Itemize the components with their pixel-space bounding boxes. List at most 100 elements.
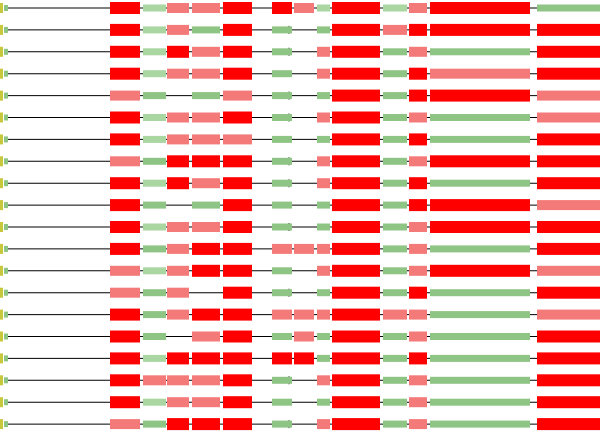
block bbox=[223, 111, 252, 124]
row-marker bbox=[0, 222, 3, 232]
block bbox=[272, 376, 292, 384]
block bbox=[537, 309, 600, 320]
block bbox=[317, 4, 330, 12]
row-marker bbox=[0, 178, 3, 189]
block bbox=[167, 375, 189, 386]
block bbox=[409, 23, 427, 36]
block bbox=[192, 68, 220, 79]
block bbox=[192, 264, 220, 277]
block bbox=[110, 221, 140, 233]
block bbox=[143, 26, 166, 34]
block bbox=[409, 375, 427, 386]
block bbox=[537, 418, 600, 431]
row-marker bbox=[0, 397, 3, 408]
block bbox=[537, 67, 600, 80]
block bbox=[409, 397, 427, 408]
block bbox=[223, 45, 252, 58]
block bbox=[223, 2, 252, 14]
block bbox=[332, 133, 380, 146]
block bbox=[409, 133, 427, 146]
block bbox=[294, 352, 314, 365]
block bbox=[332, 2, 380, 14]
block bbox=[317, 265, 330, 276]
block bbox=[317, 309, 330, 320]
block bbox=[143, 333, 166, 340]
block bbox=[223, 264, 252, 277]
block bbox=[383, 289, 407, 297]
block bbox=[430, 155, 530, 168]
block bbox=[192, 46, 220, 57]
row-marker bbox=[4, 289, 8, 296]
row-marker bbox=[4, 333, 8, 340]
block bbox=[272, 157, 292, 165]
block bbox=[383, 70, 407, 78]
block bbox=[143, 92, 166, 100]
row-marker bbox=[4, 245, 8, 252]
block bbox=[167, 243, 189, 254]
block bbox=[110, 265, 140, 276]
block bbox=[332, 264, 380, 277]
block bbox=[383, 398, 407, 406]
block bbox=[223, 396, 252, 409]
row-marker bbox=[0, 265, 3, 276]
row-marker bbox=[4, 136, 8, 143]
block bbox=[383, 245, 407, 253]
block bbox=[223, 90, 252, 101]
block bbox=[537, 112, 600, 123]
block bbox=[383, 179, 407, 187]
block bbox=[223, 418, 252, 431]
block bbox=[430, 376, 530, 384]
block bbox=[409, 89, 427, 102]
block bbox=[383, 135, 407, 143]
block bbox=[537, 396, 600, 409]
row-marker bbox=[4, 311, 8, 318]
block bbox=[537, 286, 600, 299]
block bbox=[167, 222, 189, 232]
block bbox=[409, 199, 427, 212]
block bbox=[317, 333, 330, 340]
block bbox=[223, 374, 252, 387]
block bbox=[332, 308, 380, 321]
block bbox=[317, 112, 330, 123]
block bbox=[409, 286, 427, 299]
block bbox=[192, 92, 220, 100]
row-marker bbox=[0, 375, 3, 386]
block bbox=[332, 199, 380, 212]
block bbox=[223, 352, 252, 365]
block bbox=[332, 23, 380, 36]
block bbox=[317, 156, 330, 167]
block bbox=[317, 135, 330, 143]
block bbox=[383, 354, 407, 362]
block bbox=[272, 420, 292, 428]
block bbox=[409, 222, 427, 232]
row-marker bbox=[0, 156, 3, 167]
row-marker bbox=[0, 243, 3, 254]
block bbox=[223, 134, 252, 145]
block bbox=[192, 308, 220, 321]
block bbox=[110, 419, 140, 430]
block bbox=[272, 333, 292, 340]
block bbox=[430, 333, 530, 340]
block bbox=[430, 420, 530, 428]
block bbox=[317, 68, 330, 79]
block bbox=[192, 178, 220, 189]
block bbox=[192, 201, 220, 209]
block bbox=[192, 155, 220, 168]
block bbox=[167, 45, 189, 58]
block bbox=[383, 420, 407, 428]
block bbox=[110, 242, 140, 255]
block bbox=[430, 48, 530, 56]
block bbox=[143, 4, 166, 12]
block bbox=[409, 3, 427, 13]
block bbox=[272, 114, 292, 121]
block bbox=[537, 221, 600, 233]
block bbox=[294, 331, 314, 342]
block bbox=[272, 48, 292, 56]
block bbox=[332, 111, 380, 124]
block bbox=[332, 286, 380, 299]
block bbox=[537, 200, 600, 211]
block bbox=[383, 333, 407, 340]
block bbox=[332, 352, 380, 365]
block bbox=[110, 199, 140, 212]
block bbox=[383, 309, 407, 320]
